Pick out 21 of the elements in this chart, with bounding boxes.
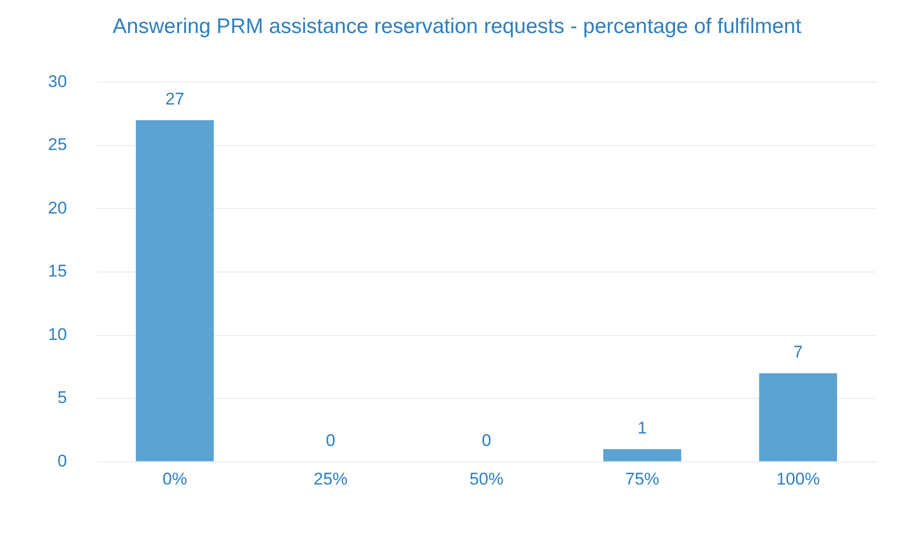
x-tick-label: 0% [162,470,188,489]
y-tick-label: 15 [48,262,67,281]
data-label: 27 [165,89,184,108]
x-tick-label: 100% [776,470,820,489]
data-label: 0 [482,430,492,450]
x-tick-label: 25% [314,470,348,489]
y-tick-label: 5 [57,388,67,408]
y-tick-label: 20 [48,198,67,218]
chart-title: Answering PRM assistance reservation requests - percentage of fulfilment [112,14,802,40]
bar [759,373,838,462]
y-tick-label: 0 [57,451,67,470]
y-tick-label: 25 [48,135,67,154]
data-label: 0 [326,430,336,450]
x-tick-label: 75% [625,470,660,489]
bar [136,120,214,462]
data-label: 7 [793,342,803,362]
x-tick-label: 50% [469,470,504,489]
data-label: 1 [638,418,648,438]
y-tick-label: 10 [48,324,67,344]
bar [603,449,682,462]
y-tick-label: 30 [48,72,67,91]
